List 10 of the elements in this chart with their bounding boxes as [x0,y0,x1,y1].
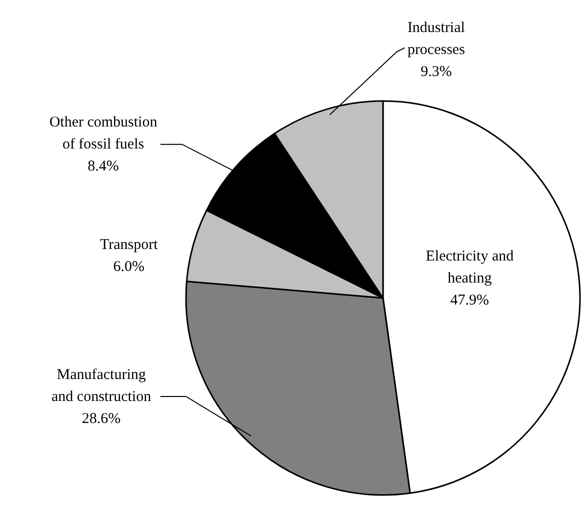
data-label: 47.9% [450,292,490,309]
slice-label: Manufacturing and construction [52,366,152,405]
data-label: 8.4% [88,158,119,175]
slice-label: Industrial processes [407,20,466,58]
slice-label: Other combustion of fossil fuels [49,114,158,153]
data-label: 6.0% [113,258,144,275]
slice-label: Transport [100,236,159,253]
data-label: 9.3% [420,64,452,80]
data-label: 28.6% [82,410,121,427]
slice-label: Electricity and heating [426,248,514,287]
